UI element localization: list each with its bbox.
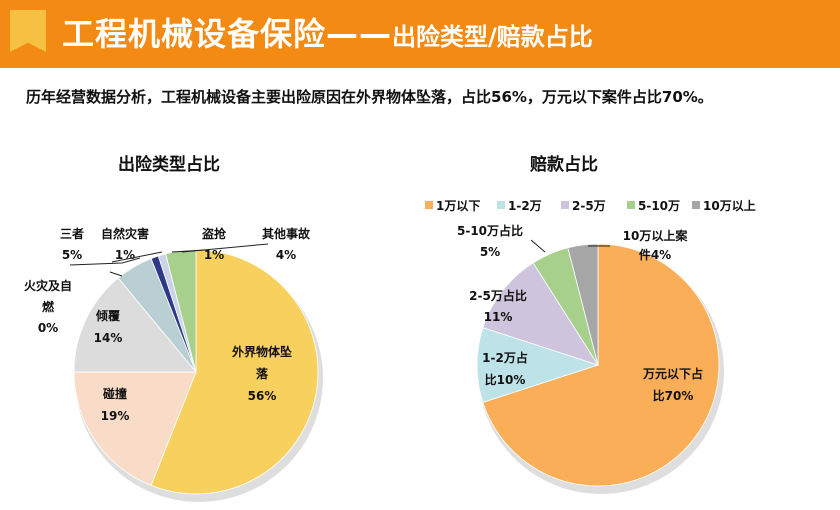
chart1-title: 出险类型占比	[118, 155, 220, 175]
chart2-label-3: 5-10万占比 5%	[457, 223, 523, 259]
chart1-leader-4	[109, 271, 123, 277]
chart2-legend-swatch-1	[497, 201, 505, 209]
chart2-legend-swatch-4	[692, 201, 700, 209]
chart2-label-1: 1-2万占比10%	[482, 350, 528, 387]
chart1-label-4: 三者 5%	[60, 226, 84, 262]
chart1-label-5: 自然灾害 1%	[101, 226, 149, 262]
chart2-slice-0	[482, 243, 720, 487]
chart1-label-1: 碰撞 19%	[101, 386, 130, 423]
chart1-slice-0	[150, 249, 319, 495]
chart1-slice-2	[73, 277, 197, 373]
chart2-legend-label-2: 2-5万	[572, 199, 606, 213]
chart2-legend-label-3: 5-10万	[638, 199, 680, 213]
chart2-legend-swatch-2	[561, 201, 569, 209]
chart2-label-2: 2-5万占比 11%	[469, 288, 527, 324]
chart1-label-6: 盗抢 1%	[202, 226, 227, 262]
chart1-label-3: 火灾及自燃 0%	[24, 278, 72, 335]
chart2-label-0: 万元以下占比70%	[642, 366, 703, 403]
chart1-slice-7	[165, 249, 197, 373]
chart2-legend-label-1: 1-2万	[508, 199, 542, 213]
page-title-sub: 出险类型/赔款占比	[392, 23, 593, 51]
chart1-label-2: 倾覆 14%	[94, 308, 123, 345]
summary-text: 历年经营数据分析，工程机械设备主要出险原因在外界物体坠落，占比56%，万元以下案…	[26, 88, 713, 106]
chart2-leader-0	[530, 239, 546, 253]
page-title-main: 工程机械设备保险——	[62, 15, 393, 53]
chart2-slice-4	[567, 243, 599, 366]
chart2-title: 赔款占比	[530, 155, 598, 175]
page-title: 工程机械设备保险——出险类型/赔款占比	[62, 12, 593, 56]
chart2-legend-swatch-0	[425, 201, 433, 209]
chart1-leader-0	[69, 257, 141, 266]
chart2-legend-label-4: 10万以上	[703, 198, 756, 213]
chart2-legend-label-0: 1万以下	[436, 199, 480, 213]
chart2-label-4: 10万以上案件4%	[623, 228, 689, 262]
chart1-leader-3	[181, 243, 269, 253]
chart2-slice-2	[482, 262, 599, 366]
chart1-label-7: 其他事故 4%	[262, 226, 311, 262]
chart2-legend-swatch-3	[627, 201, 635, 209]
chart2-slice-1	[476, 327, 600, 403]
header-banner: 工程机械设备保险——出险类型/赔款占比	[0, 0, 840, 68]
chart1-label-0: 外界物体坠落 56%	[232, 344, 292, 403]
chart1-slice-1	[73, 371, 197, 486]
chart1-leader-1	[111, 251, 163, 263]
